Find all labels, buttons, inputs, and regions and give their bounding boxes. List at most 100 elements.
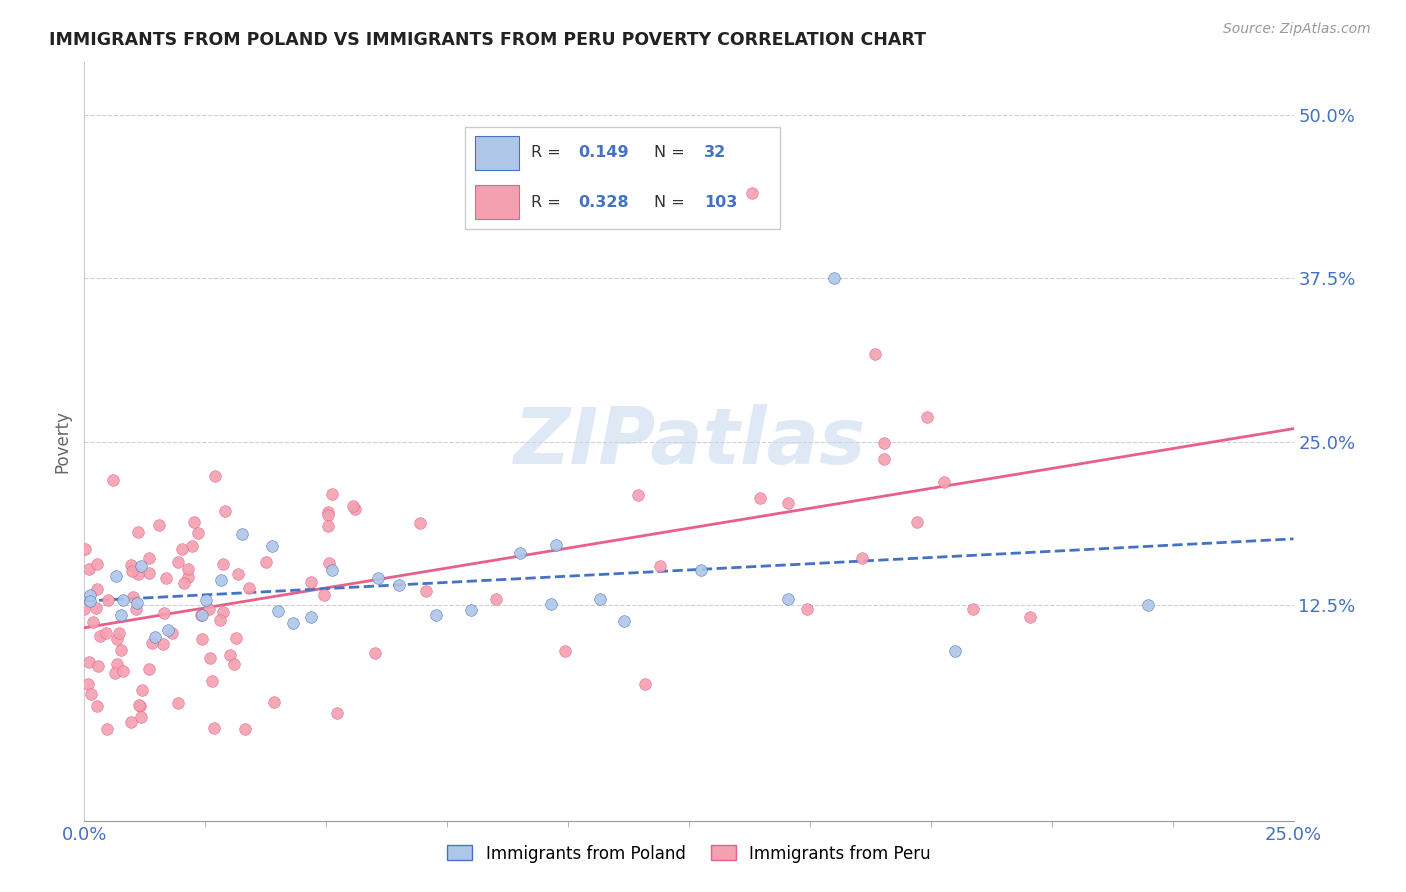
Point bbox=[138, 662, 160, 676]
Point bbox=[120, 558, 142, 573]
Point bbox=[105, 569, 128, 583]
Point bbox=[122, 590, 145, 604]
Point bbox=[86, 582, 108, 597]
Point bbox=[127, 567, 149, 582]
Point bbox=[627, 488, 650, 502]
Point bbox=[209, 613, 232, 627]
Point bbox=[226, 566, 249, 581]
Point bbox=[177, 570, 200, 584]
Point bbox=[204, 468, 226, 483]
Point bbox=[934, 475, 956, 489]
Point bbox=[160, 626, 183, 640]
Point bbox=[96, 626, 118, 640]
Point bbox=[749, 491, 772, 505]
Point bbox=[112, 592, 135, 607]
Point bbox=[863, 347, 886, 361]
Point bbox=[873, 451, 896, 466]
Point bbox=[129, 698, 152, 713]
Point bbox=[97, 592, 120, 607]
Point bbox=[299, 575, 322, 590]
Point bbox=[111, 664, 134, 678]
Point bbox=[460, 603, 482, 617]
Point bbox=[263, 695, 285, 709]
Point bbox=[127, 524, 149, 539]
Point bbox=[212, 557, 235, 571]
Point bbox=[915, 410, 938, 425]
Point bbox=[214, 504, 236, 518]
Point bbox=[741, 186, 763, 201]
Point bbox=[201, 674, 224, 689]
Legend: Immigrants from Poland, Immigrants from Peru: Immigrants from Poland, Immigrants from … bbox=[440, 838, 938, 869]
Point bbox=[173, 576, 195, 591]
Point bbox=[105, 632, 128, 647]
Point bbox=[200, 650, 222, 665]
Point bbox=[191, 632, 214, 646]
Point bbox=[344, 502, 367, 516]
Point bbox=[77, 655, 100, 669]
Point bbox=[540, 597, 562, 611]
Point bbox=[152, 637, 174, 651]
Y-axis label: Poverty: Poverty bbox=[53, 410, 72, 473]
Point bbox=[485, 592, 508, 607]
Point bbox=[589, 591, 612, 606]
Text: IMMIGRANTS FROM POLAND VS IMMIGRANTS FROM PERU POVERTY CORRELATION CHART: IMMIGRANTS FROM POLAND VS IMMIGRANTS FRO… bbox=[49, 31, 927, 49]
Point bbox=[1019, 610, 1042, 624]
Point bbox=[198, 602, 221, 616]
Point bbox=[79, 588, 101, 602]
Point bbox=[321, 487, 343, 501]
Point bbox=[101, 473, 124, 487]
Text: Source: ZipAtlas.com: Source: ZipAtlas.com bbox=[1223, 22, 1371, 37]
Point bbox=[267, 605, 290, 619]
Point bbox=[125, 602, 148, 616]
Point bbox=[363, 646, 385, 660]
Point bbox=[219, 648, 242, 663]
Point bbox=[120, 714, 142, 729]
Point bbox=[105, 657, 128, 672]
Point bbox=[851, 551, 873, 566]
Point bbox=[634, 677, 657, 691]
Point bbox=[167, 696, 190, 710]
Point bbox=[86, 557, 108, 571]
Point bbox=[254, 555, 277, 569]
Point bbox=[96, 722, 118, 736]
Point bbox=[190, 607, 212, 622]
Point bbox=[316, 505, 339, 519]
Point bbox=[141, 635, 163, 649]
Point bbox=[613, 614, 636, 628]
Point bbox=[225, 632, 247, 646]
Point bbox=[129, 710, 152, 724]
Point bbox=[342, 499, 364, 513]
Point bbox=[183, 515, 205, 529]
Point bbox=[238, 581, 260, 595]
Point bbox=[157, 623, 180, 637]
Point bbox=[321, 563, 343, 577]
Point bbox=[554, 644, 576, 658]
Point bbox=[509, 546, 531, 560]
Point bbox=[367, 571, 389, 585]
Point bbox=[172, 542, 194, 557]
Point bbox=[776, 495, 799, 509]
Point bbox=[212, 605, 235, 619]
Point bbox=[281, 616, 304, 631]
Point bbox=[79, 562, 101, 576]
Point bbox=[110, 608, 132, 623]
Point bbox=[73, 601, 96, 615]
Point bbox=[544, 538, 567, 552]
Point bbox=[121, 564, 143, 578]
Point bbox=[224, 657, 246, 671]
Point bbox=[233, 722, 256, 736]
Point bbox=[104, 665, 127, 680]
Point bbox=[86, 698, 108, 713]
Point bbox=[314, 588, 336, 602]
Point bbox=[299, 610, 322, 624]
Point bbox=[107, 625, 129, 640]
Point bbox=[388, 578, 411, 592]
Point bbox=[648, 558, 671, 573]
Point bbox=[191, 607, 214, 622]
Point bbox=[77, 677, 100, 691]
Point bbox=[143, 630, 166, 644]
Point bbox=[155, 571, 177, 585]
Point bbox=[202, 721, 225, 735]
Point bbox=[187, 525, 209, 540]
Point bbox=[873, 436, 896, 450]
